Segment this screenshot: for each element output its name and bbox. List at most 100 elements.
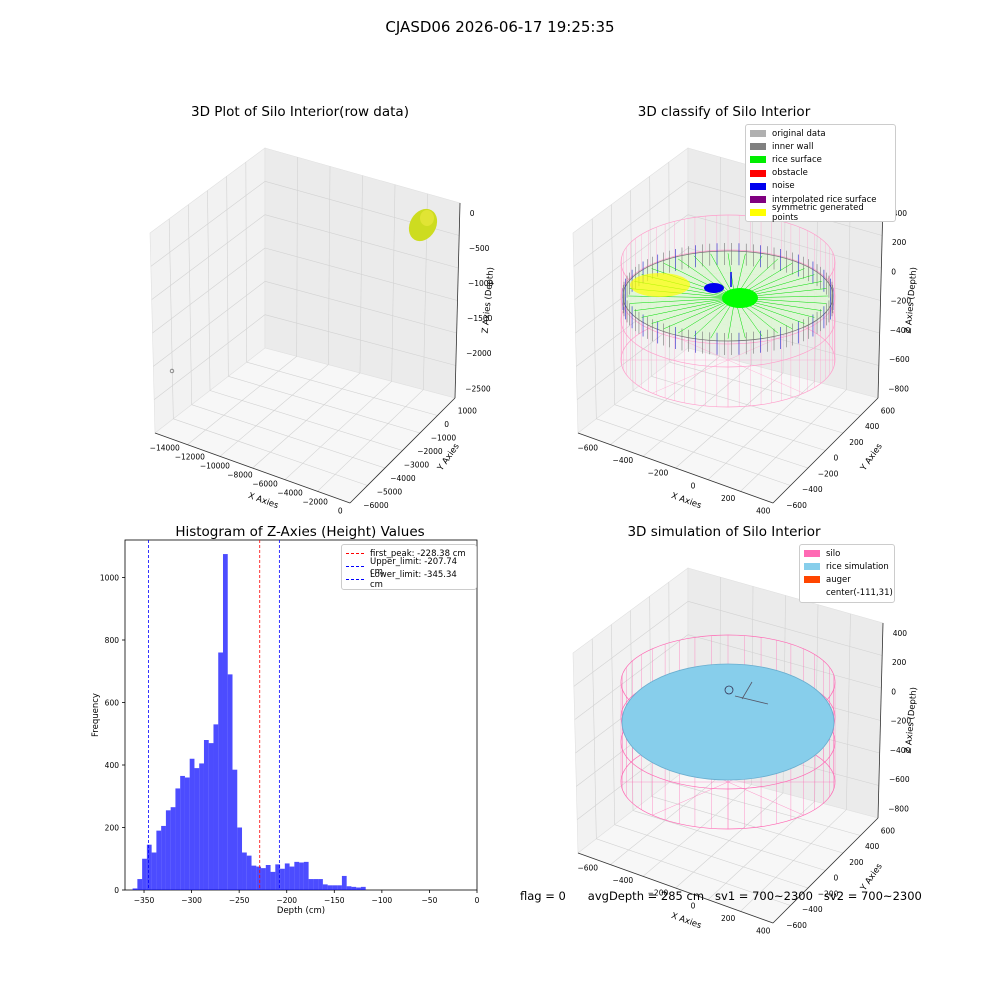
simulation-legend-label: center(-111,31) bbox=[826, 588, 893, 599]
sim-y-tick-label: 0 bbox=[834, 874, 839, 883]
cls-symmetric-points bbox=[630, 273, 690, 297]
classify-legend-label: original data bbox=[772, 128, 826, 139]
histogram-bar bbox=[294, 861, 300, 890]
cls-z-tick-label: −200 bbox=[891, 297, 912, 306]
histogram-bar bbox=[246, 855, 252, 890]
sim-y-tick-label: −600 bbox=[786, 921, 807, 930]
classify-legend-item: rice surface bbox=[750, 153, 891, 166]
raw-y-tick-label: 1000 bbox=[458, 406, 477, 415]
cls-rice-surface-ray bbox=[677, 258, 736, 299]
cls-y-tick-label: 400 bbox=[865, 422, 880, 431]
raw-x-tick-label: −10000 bbox=[200, 462, 230, 471]
x-tick-label: −200 bbox=[276, 896, 297, 905]
raw-left-grid bbox=[150, 181, 266, 267]
sim-z-tick-label: 0 bbox=[891, 687, 896, 696]
histogram-legend-line bbox=[346, 566, 364, 568]
cls-rice-surface-ray bbox=[663, 297, 736, 329]
raw-z-tick-label: 0 bbox=[470, 209, 475, 218]
raw-y-tick-label: −5000 bbox=[377, 487, 403, 496]
histogram-bar bbox=[218, 652, 223, 890]
histogram-bar bbox=[132, 888, 138, 890]
simulation-legend-label: rice simulation bbox=[826, 561, 889, 572]
histogram-bar bbox=[289, 866, 295, 890]
classify-legend-swatch bbox=[750, 130, 766, 138]
x-tick-label: −300 bbox=[181, 896, 202, 905]
histogram-title: Histogram of Z-Axies (Height) Values bbox=[175, 524, 425, 540]
histogram-bar bbox=[332, 885, 338, 890]
flag-text: flag = 0 bbox=[520, 889, 566, 903]
simulation-legend-label: silo bbox=[826, 548, 841, 559]
histogram-bar bbox=[275, 864, 281, 890]
sv1-text: sv1 = 700~2300 bbox=[715, 889, 813, 903]
sim-silo-spoke bbox=[652, 781, 729, 816]
simulation-legend-swatch bbox=[804, 590, 820, 597]
x-tick-label: −350 bbox=[134, 896, 155, 905]
sim-z-tick-label: −200 bbox=[891, 717, 912, 726]
sim-x-tick-label: −200 bbox=[648, 889, 669, 898]
cls-x-axis-line bbox=[577, 432, 774, 504]
histogram-bar bbox=[327, 885, 333, 890]
x-tick-label: −250 bbox=[229, 896, 250, 905]
classify-legend: original data inner wall rice surface obsta… bbox=[745, 124, 896, 223]
histogram-bar bbox=[318, 879, 323, 890]
histogram-legend-item: first_peak: -228.38 cm bbox=[346, 547, 472, 560]
cls-x-tick-label: −400 bbox=[613, 456, 634, 465]
sim-y-axis-line bbox=[772, 817, 879, 924]
y-tick-label: 800 bbox=[105, 636, 120, 645]
sim-y-tick-label: −400 bbox=[802, 905, 823, 914]
cls-y-tick-label: 200 bbox=[849, 438, 864, 447]
y-tick-label: 600 bbox=[105, 699, 120, 708]
cls-y-tick-label: 600 bbox=[881, 406, 896, 415]
cls-noise-cluster bbox=[704, 283, 724, 293]
classify-legend-item: obstacle bbox=[750, 167, 891, 180]
cls-rice-surface-ray bbox=[663, 263, 736, 299]
raw-x-tick-label: −14000 bbox=[150, 444, 180, 453]
histogram-bar bbox=[337, 885, 342, 890]
histogram-legend-label: first_peak: -228.38 cm bbox=[370, 548, 466, 559]
histogram-bar bbox=[227, 674, 233, 890]
simulation-legend-swatch bbox=[804, 576, 820, 584]
cls-rice-surface-cluster bbox=[722, 288, 758, 308]
sim-y-tick-label: −200 bbox=[818, 889, 839, 898]
raw-z-tick-label: −1500 bbox=[467, 314, 493, 323]
histogram-legend-label: Upper_limit: -207.74 cm bbox=[370, 556, 458, 577]
x-tick-label: −100 bbox=[372, 896, 393, 905]
sim-y-tick-label: 200 bbox=[849, 858, 864, 867]
histogram-legend: first_peak: -228.38 cm Upper_limit: -207.… bbox=[341, 544, 477, 590]
cls-rice-surface-ray bbox=[629, 297, 736, 304]
histogram-bar bbox=[151, 852, 157, 890]
histogram-bar bbox=[284, 863, 290, 890]
simulation-legend-swatch bbox=[804, 563, 820, 571]
y-axis-label: Frequency bbox=[91, 693, 101, 737]
sim-silo-spoke bbox=[727, 781, 804, 816]
raw-y-tick-label: −3000 bbox=[404, 460, 430, 469]
histogram-bar bbox=[360, 886, 366, 890]
histogram-bar bbox=[265, 865, 271, 890]
cls-x-tick-label: 0 bbox=[691, 481, 696, 490]
cls-silo-spoke bbox=[652, 359, 729, 394]
simulation-legend-item: rice simulation bbox=[804, 560, 890, 573]
raw-z-tick-label: −500 bbox=[469, 244, 490, 253]
avg-depth-text: avgDepth = 285 cm bbox=[587, 889, 705, 903]
cls-z-tick-label: 0 bbox=[891, 267, 896, 276]
y-tick-label: 0 bbox=[114, 886, 119, 895]
histogram-bar bbox=[208, 743, 214, 890]
histogram-bar bbox=[213, 724, 219, 890]
simulation-legend-item: auger bbox=[804, 573, 890, 586]
histogram-bar bbox=[194, 768, 200, 890]
cls-z-axis-line bbox=[877, 202, 884, 399]
sim-x-axis-line bbox=[577, 852, 774, 924]
raw-y-tick-label: −4000 bbox=[390, 474, 416, 483]
histogram-bar bbox=[256, 866, 262, 890]
sim-y-tick-label: 400 bbox=[865, 842, 880, 851]
sim-x-tick-label: 200 bbox=[721, 914, 736, 923]
classify-legend-item: symmetric generated points bbox=[750, 203, 891, 223]
simulation-legend-item: silo bbox=[804, 547, 890, 560]
simulation-legend-item: center(-111,31) bbox=[804, 587, 893, 600]
sim-floor-grid bbox=[669, 781, 861, 836]
raw-x-tick-label: −8000 bbox=[227, 471, 253, 480]
histogram-bar bbox=[165, 810, 171, 890]
histogram-bar bbox=[351, 886, 357, 890]
